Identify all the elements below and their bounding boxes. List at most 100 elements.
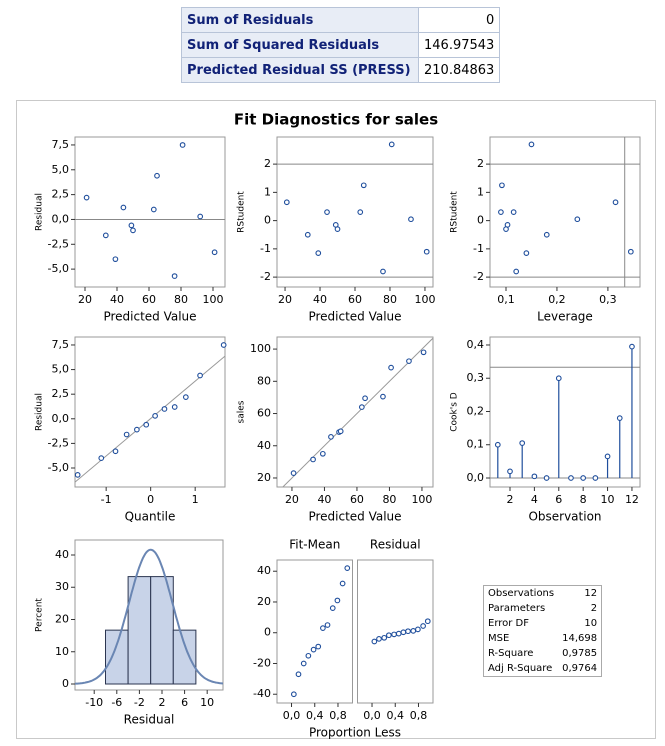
stat-key: Adj R-Square (488, 663, 553, 674)
point (128, 222, 135, 229)
stat-value: 12 (584, 588, 598, 599)
x-tick-label: 60 (348, 293, 362, 306)
y-tick-label: 10 (55, 645, 69, 658)
point (152, 412, 158, 419)
point (420, 623, 426, 629)
stat-value: 10 (584, 618, 598, 629)
x-tick-label: 10 (601, 493, 615, 506)
point (182, 394, 189, 400)
x-tick-label: -10 (85, 696, 103, 709)
point (386, 632, 392, 639)
point (423, 248, 430, 255)
y-axis-label: sales (237, 400, 247, 423)
point (388, 141, 395, 148)
y-tick-label: -5,0 (48, 461, 69, 474)
summary-key: Sum of Residuals (181, 7, 419, 33)
point (519, 440, 526, 446)
x-tick-label: 0,8 (410, 709, 428, 722)
point (123, 431, 130, 438)
y-tick-label: -2,5 (48, 436, 69, 449)
point (74, 472, 81, 478)
x-tick-label: 60 (142, 293, 156, 306)
x-tick-label: -1 (101, 493, 112, 506)
point (179, 142, 186, 148)
plot-frame (74, 539, 224, 691)
y-tick-label: 1 (477, 185, 484, 198)
point (499, 182, 505, 189)
point (324, 209, 330, 215)
point (424, 618, 431, 625)
point (555, 375, 562, 382)
point (220, 342, 227, 348)
y-tick-label: 100 (250, 342, 271, 355)
y-tick-label: 7,5 (52, 338, 70, 351)
point (604, 453, 611, 460)
point (376, 636, 382, 642)
y-tick-label: 20 (257, 595, 271, 608)
point (395, 630, 402, 637)
stat-key: MSE (488, 633, 510, 644)
point (290, 470, 297, 476)
x-tick-label: 100 (414, 293, 435, 306)
point (304, 231, 311, 238)
point (406, 358, 412, 365)
point (134, 426, 140, 433)
y-axis-label: RStudent (450, 191, 460, 233)
point (98, 455, 105, 462)
point (329, 605, 336, 611)
point (310, 456, 316, 463)
summary-row: Predicted Residual SS (PRESS) 210.84863 (181, 57, 501, 83)
fit-statistics: Observations 12 Parameters 2 Error DF 10 MS… (483, 585, 603, 677)
x-tick-label: 0,0 (363, 709, 381, 722)
y-tick-label: 40 (257, 439, 271, 452)
y-tick-label: -1 (260, 242, 271, 255)
point (494, 441, 501, 448)
point (320, 625, 326, 631)
summary-value: 210.84863 (417, 57, 501, 83)
point (513, 268, 520, 275)
x-tick-label: 1 (192, 493, 199, 506)
plot-frame (489, 136, 641, 288)
point (197, 372, 203, 379)
y-tick-label: -40 (253, 687, 271, 700)
y-axis-label: Percent (35, 598, 45, 632)
plot-frame (276, 136, 434, 288)
point (380, 268, 386, 275)
x-axis-label: Predicted Value (308, 510, 401, 524)
point (592, 475, 599, 481)
y-tick-label: 30 (55, 580, 69, 593)
x-tick-label: 2 (158, 696, 165, 709)
stat-key: Error DF (488, 618, 530, 629)
normal-curve (75, 548, 223, 685)
x-tick-label: 0 (147, 493, 154, 506)
point (523, 250, 530, 256)
x-tick-label: 2 (507, 493, 514, 506)
y-tick-label: 0,0 (52, 212, 70, 225)
x-axis-label: Observation (528, 510, 601, 524)
point (112, 256, 119, 263)
y-axis-label: RStudent (237, 191, 247, 233)
point (391, 631, 397, 638)
y-tick-label: 7,5 (52, 138, 70, 151)
x-tick-label: 40 (313, 293, 327, 306)
point (568, 475, 574, 481)
point (629, 343, 635, 350)
x-tick-label: 8 (580, 493, 587, 506)
summary-value: 146.97543 (417, 32, 501, 58)
point (405, 628, 411, 635)
point (388, 364, 394, 371)
point (197, 213, 204, 220)
y-tick-label: 5,0 (52, 163, 70, 176)
point (362, 395, 368, 402)
y-tick-label: 2 (264, 157, 271, 170)
x-tick-label: -2 (134, 696, 145, 709)
point (290, 691, 297, 698)
y-tick-label: 40 (55, 548, 69, 561)
point (171, 273, 178, 279)
x-tick-label: 80 (174, 293, 188, 306)
summary-key: Predicted Residual SS (PRESS) (181, 57, 419, 83)
point (360, 182, 367, 189)
summary-row: Sum of Residuals 0 (181, 7, 501, 33)
point (120, 204, 127, 211)
x-tick-label: 80 (383, 293, 397, 306)
